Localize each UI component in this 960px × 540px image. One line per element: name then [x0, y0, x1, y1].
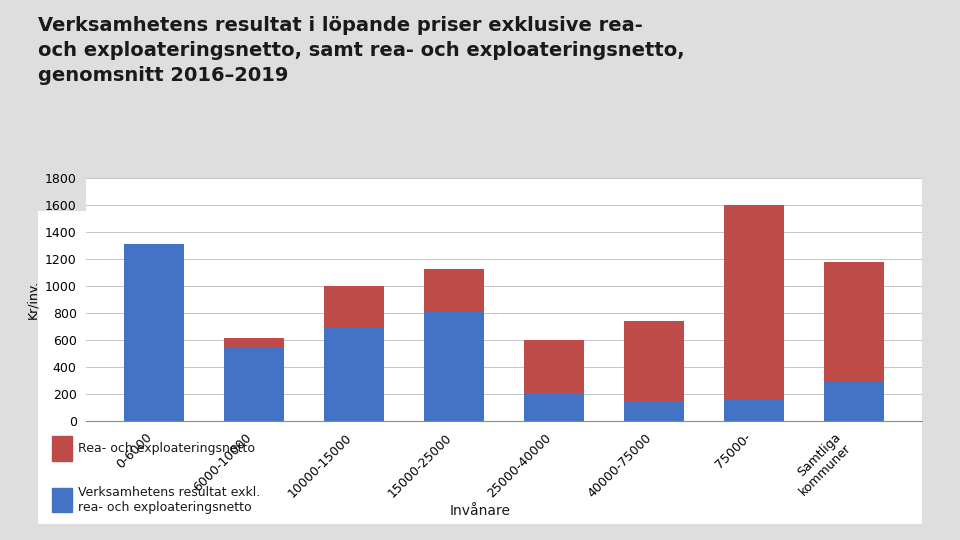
- Bar: [824, 262, 883, 381]
- Text: Verksamhetens resultat exkl.
rea- och exploateringsnetto: Verksamhetens resultat exkl. rea- och ex…: [79, 487, 260, 515]
- Bar: [624, 401, 684, 421]
- Bar: [424, 268, 484, 310]
- Bar: [324, 286, 384, 327]
- Y-axis label: Kr/inv.: Kr/inv.: [26, 280, 39, 319]
- Text: Rea- och exploateringsnetto: Rea- och exploateringsnetto: [79, 442, 255, 455]
- Bar: [225, 338, 284, 347]
- Bar: [225, 347, 284, 421]
- Bar: [724, 205, 783, 400]
- Text: Invånare: Invånare: [449, 504, 511, 518]
- Bar: [324, 327, 384, 421]
- Bar: [52, 436, 72, 461]
- Bar: [724, 400, 783, 421]
- Text: Verksamhetens resultat i löpande priser exklusive rea-
och exploateringsnetto, s: Verksamhetens resultat i löpande priser …: [38, 16, 685, 85]
- Bar: [524, 340, 584, 394]
- Bar: [624, 321, 684, 401]
- Bar: [424, 310, 484, 421]
- Bar: [52, 488, 72, 512]
- Bar: [824, 381, 883, 421]
- Bar: [125, 244, 184, 421]
- Bar: [524, 394, 584, 421]
